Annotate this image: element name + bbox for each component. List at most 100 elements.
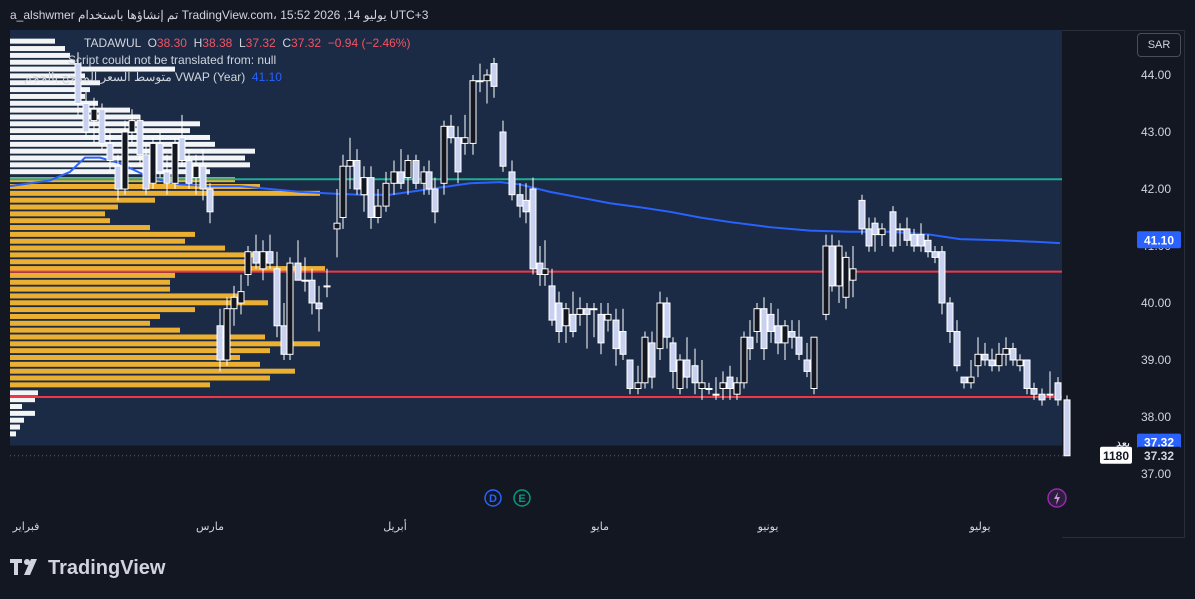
vwap-value: 41.10 (251, 70, 282, 84)
candle (333, 189, 341, 258)
volume-profile-bar (10, 300, 268, 306)
candle (889, 206, 897, 252)
price-chart[interactable]: 44.0043.0042.0041.0040.0039.0038.0037.00… (10, 30, 1185, 538)
candle (529, 177, 537, 275)
volume-profile-bar (10, 87, 90, 93)
candle (903, 217, 911, 246)
candle (1046, 371, 1054, 400)
candle (1030, 382, 1038, 400)
volume-profile-bar (10, 46, 65, 52)
candle (142, 143, 150, 195)
script-error-legend: Script could not be translated from: nul… (68, 53, 276, 67)
candle (440, 120, 448, 195)
candle (988, 348, 996, 372)
y-tick-label: 43.00 (1141, 125, 1171, 139)
candle (917, 223, 925, 252)
candle-down-body (788, 331, 796, 338)
candle (308, 268, 316, 315)
candle-down-body (648, 342, 656, 378)
candle-up-body (712, 393, 720, 396)
candle-up-body (171, 142, 179, 184)
event-marker-circle (484, 489, 502, 507)
candle (454, 126, 462, 184)
candle-up-body (878, 228, 886, 236)
candle (230, 285, 238, 326)
volume-profile-bar (10, 190, 320, 196)
candle-down-body (803, 359, 811, 372)
candle (266, 234, 274, 269)
candle-down-body (871, 222, 879, 236)
candle-up-body (995, 353, 1003, 367)
candle-down-body (988, 359, 996, 367)
candle-down-body (529, 188, 537, 270)
candle (216, 308, 224, 372)
lightning-icon[interactable] (1047, 488, 1067, 508)
tradingview-logo[interactable]: TradingView (10, 557, 165, 580)
volume-profile-bar (10, 225, 150, 231)
vwap-line (10, 156, 1061, 245)
candle (871, 217, 879, 252)
currency-button[interactable]: SAR (1137, 33, 1181, 57)
candle-up-body (360, 177, 368, 196)
candle-down-body (397, 171, 405, 184)
candle (199, 149, 207, 201)
candle-up-body (641, 336, 649, 384)
volume-profile-bar (10, 431, 16, 437)
candle-up-body (244, 251, 252, 275)
candle (938, 246, 946, 315)
volume-price-tag: 37.32 (1137, 446, 1181, 464)
candle-down-body (216, 325, 224, 361)
volume-profile-bar (10, 184, 260, 189)
candle (508, 160, 516, 201)
volume-profile-bar (10, 59, 75, 65)
candle-up-body (301, 279, 309, 282)
candle-down-body (136, 120, 144, 156)
candle (967, 360, 975, 389)
candle (896, 223, 904, 246)
candle-up-body (849, 268, 857, 281)
candle (397, 149, 405, 189)
event-marker-d[interactable]: D (484, 489, 502, 507)
last-price-tag-bg (1137, 433, 1181, 451)
candle (726, 365, 734, 400)
volume-profile-bar (10, 66, 175, 72)
candle (995, 342, 1003, 372)
candle-down-body (308, 279, 316, 304)
candle-down-body (82, 103, 90, 133)
candle (1054, 377, 1062, 406)
candle (136, 114, 144, 167)
candle (555, 291, 563, 343)
candle (1063, 395, 1071, 457)
candle (612, 308, 620, 366)
candle (691, 348, 699, 395)
candle-down-body (114, 165, 122, 190)
event-marker-letter: E (518, 493, 525, 505)
candle-down-body (499, 131, 507, 167)
candle-down-body (522, 199, 530, 213)
candle (294, 240, 302, 281)
candle-down-body (1063, 399, 1071, 457)
candle (412, 154, 420, 189)
symbol-name: TADAWUL (84, 36, 141, 50)
candle-up-body (753, 308, 761, 333)
candle-up-body (896, 228, 904, 231)
candle-up-body (90, 108, 98, 122)
candle (974, 337, 982, 378)
candle (641, 331, 649, 389)
candle-down-body (917, 234, 925, 247)
candle (583, 303, 591, 349)
volume-profile-bar (10, 355, 240, 360)
candle-up-body (333, 222, 341, 230)
candle (499, 120, 507, 172)
event-marker-e[interactable]: E (513, 489, 531, 507)
candle-down-body (548, 285, 556, 321)
volume-profile-bar (10, 334, 265, 340)
candle (740, 331, 748, 389)
volume-profile-bar (10, 417, 24, 423)
candle-down-body (106, 142, 114, 162)
candle-up-body (698, 382, 706, 389)
candle-up-body (440, 125, 448, 184)
candle-down-body (98, 108, 106, 144)
vwap-legend[interactable]: متوسط السعر المرجح بالحجم VWAP (Year) 41… (24, 70, 282, 84)
candle (171, 137, 179, 189)
